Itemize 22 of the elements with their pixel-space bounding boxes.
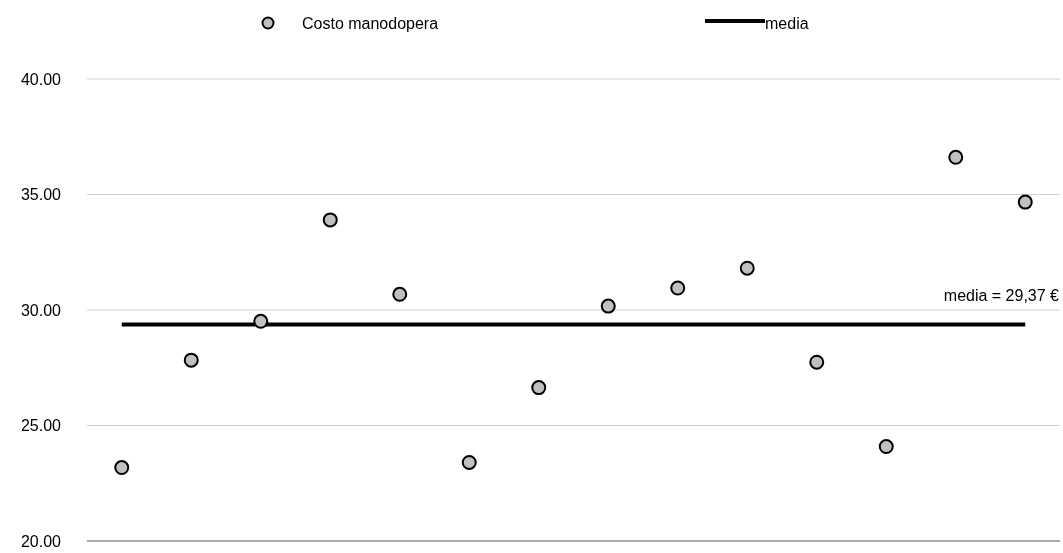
legend-label: Costo manodopera [302, 14, 439, 32]
y-tick-label: 35.00 [20, 186, 62, 204]
point [809, 354, 825, 370]
point [1017, 194, 1033, 210]
y-tick-label: 25.00 [20, 417, 62, 435]
y-tick-label: 30.00 [20, 301, 62, 319]
point [114, 460, 130, 476]
point [322, 212, 338, 228]
point [253, 313, 269, 329]
point [600, 298, 616, 314]
legend-label: media [765, 14, 809, 32]
y-tick-label: 20.00 [20, 532, 62, 550]
y-tick-label: 40.00 [20, 70, 62, 88]
point [531, 380, 547, 396]
point [948, 149, 964, 165]
point [670, 280, 686, 296]
point [392, 286, 408, 302]
point [739, 260, 755, 276]
point [878, 439, 894, 455]
point [183, 352, 199, 368]
point [461, 454, 477, 470]
annotation: media = 29,37 € [943, 286, 1060, 304]
